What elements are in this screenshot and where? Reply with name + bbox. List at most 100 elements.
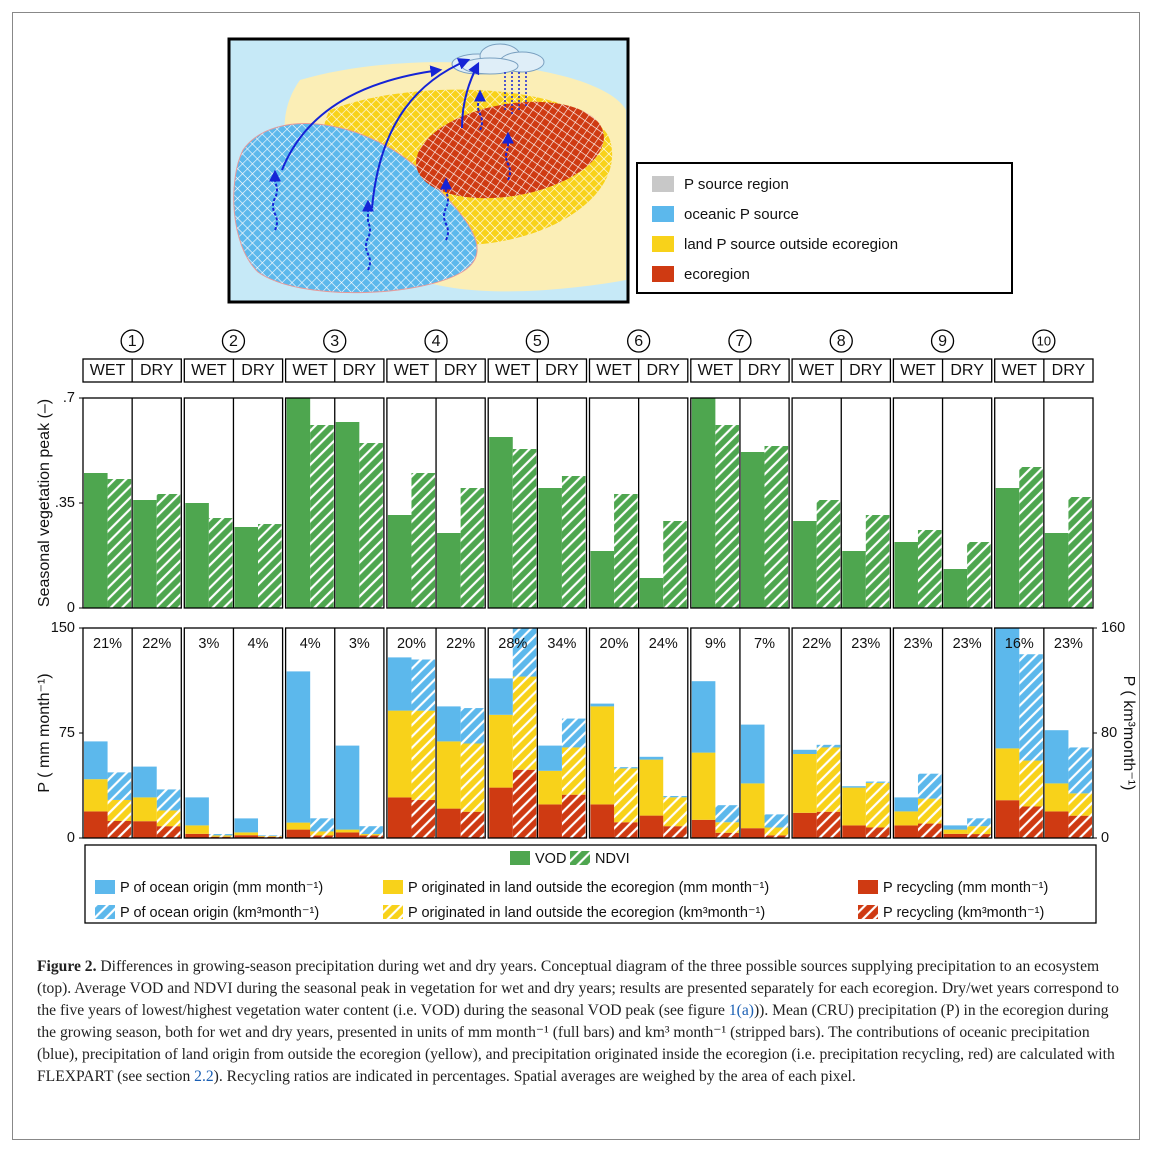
legend-swatch xyxy=(510,851,530,865)
category-label: DRY xyxy=(849,362,883,379)
caption-text: ). Recycling ratios are indicated in per… xyxy=(214,1068,856,1085)
vod-bar xyxy=(538,488,562,608)
km3-bar-segment xyxy=(411,660,435,711)
km3-bar-segment xyxy=(866,783,890,828)
mm-bar-segment xyxy=(692,681,716,752)
legend-label: NDVI xyxy=(595,851,630,867)
mm-bar-segment xyxy=(437,741,461,808)
recycling-ratio: 4% xyxy=(300,636,321,652)
vod-bar xyxy=(793,521,817,608)
recycling-ratio: 20% xyxy=(397,636,426,652)
legend-label: P source region xyxy=(684,176,789,193)
ndvi-bar xyxy=(562,476,586,608)
mm-bar-segment xyxy=(336,830,360,833)
category-label: WET xyxy=(394,362,430,379)
legend-label: oceanic P source xyxy=(684,206,799,223)
vod-bar xyxy=(944,569,968,608)
km3-bar-segment xyxy=(157,789,181,810)
legend-swatch xyxy=(652,236,674,252)
mm-bar-segment xyxy=(538,771,562,805)
km3-bar-segment xyxy=(765,814,789,827)
mm-bar-segment xyxy=(842,825,866,838)
km3-bar-segment xyxy=(817,745,841,748)
mm-bar-segment xyxy=(336,832,360,838)
km3-bar-segment xyxy=(866,828,890,839)
ndvi-bar xyxy=(157,494,181,608)
category-label: WET xyxy=(596,362,632,379)
mm-bar-segment xyxy=(133,767,157,798)
km3-bar-segment xyxy=(918,824,942,838)
caption-link[interactable]: 2.2 xyxy=(194,1068,214,1085)
km3-bar-segment xyxy=(513,677,537,770)
legend-swatch xyxy=(858,880,878,894)
category-label: DRY xyxy=(748,362,782,379)
km3-bar-segment xyxy=(918,799,942,824)
y-tick-label: 0 xyxy=(67,830,75,846)
vod-bar xyxy=(185,503,209,608)
vod-bar xyxy=(388,515,412,608)
category-label: DRY xyxy=(241,362,275,379)
km3-bar-segment xyxy=(359,826,383,834)
km3-bar-segment xyxy=(1019,654,1043,760)
km3-bar-segment xyxy=(562,747,586,794)
km3-bar-segment xyxy=(1019,761,1043,807)
mm-bar-segment xyxy=(287,823,311,830)
mm-bar-segment xyxy=(336,746,360,830)
km3-bar-segment xyxy=(663,826,687,838)
km3-bar-segment xyxy=(562,795,586,838)
vod-bar xyxy=(1045,533,1069,608)
ndvi-bar xyxy=(411,473,435,608)
mm-bar-segment xyxy=(944,830,968,834)
recycling-ratio: 7% xyxy=(754,636,775,652)
km3-bar-segment xyxy=(1068,793,1092,815)
category-label: WET xyxy=(900,362,936,379)
legend-label: land P source outside ecoregion xyxy=(684,236,898,253)
mm-bar-segment xyxy=(538,746,562,771)
km3-bar-segment xyxy=(411,711,435,800)
km3-bar-segment xyxy=(817,747,841,811)
recycling-ratio: 20% xyxy=(600,636,629,652)
km3-bar-segment xyxy=(108,772,132,800)
mm-bar-segment xyxy=(741,783,765,828)
ndvi-bar xyxy=(918,530,942,608)
ndvi-bar xyxy=(1019,467,1043,608)
category-label: DRY xyxy=(444,362,478,379)
vod-bar xyxy=(894,542,918,608)
mm-bar-segment xyxy=(842,788,866,826)
km3-bar-segment xyxy=(359,834,383,835)
legend-swatch xyxy=(652,176,674,192)
km3-bar-segment xyxy=(157,810,181,826)
km3-bar-segment xyxy=(967,826,991,834)
mm-bar-segment xyxy=(793,750,817,754)
vod-bar xyxy=(287,398,311,608)
y-tick-label: .35 xyxy=(55,495,75,511)
mm-bar-segment xyxy=(692,753,716,820)
y2-tick-label: 0 xyxy=(1101,830,1109,846)
mm-bar-segment xyxy=(185,797,209,825)
mm-bar-segment xyxy=(894,797,918,811)
mm-bar-segment xyxy=(894,811,918,825)
ndvi-bar xyxy=(663,521,687,608)
y-axis-title: P ( mm month⁻¹) xyxy=(36,673,53,792)
y-axis-title: Seasonal vegetation peak (–) xyxy=(36,399,53,607)
mm-bar-segment xyxy=(388,657,412,710)
figure: P source region oceanic P source land P so… xyxy=(0,0,1153,945)
recycling-ratio: 21% xyxy=(93,636,122,652)
y2-tick-label: 80 xyxy=(1101,725,1117,741)
km3-bar-segment xyxy=(1019,807,1043,839)
mm-bar-segment xyxy=(1045,783,1069,811)
vod-bar xyxy=(336,422,360,608)
mm-bar-segment xyxy=(287,830,311,838)
recycling-ratio: 22% xyxy=(802,636,831,652)
ndvi-bar xyxy=(1068,497,1092,608)
vod-bar xyxy=(133,500,157,608)
mm-bar-segment xyxy=(1045,730,1069,783)
km3-bar-segment xyxy=(411,800,435,838)
y2-axis-title: P ( km³month⁻¹) xyxy=(1120,676,1137,791)
km3-bar-segment xyxy=(715,822,739,833)
legend-label: P of ocean origin (km³month⁻¹) xyxy=(120,905,319,921)
category-label: DRY xyxy=(646,362,680,379)
mm-bar-segment xyxy=(591,804,615,838)
caption-link[interactable]: 1(a) xyxy=(729,1002,754,1019)
km3-bar-segment xyxy=(866,782,890,783)
